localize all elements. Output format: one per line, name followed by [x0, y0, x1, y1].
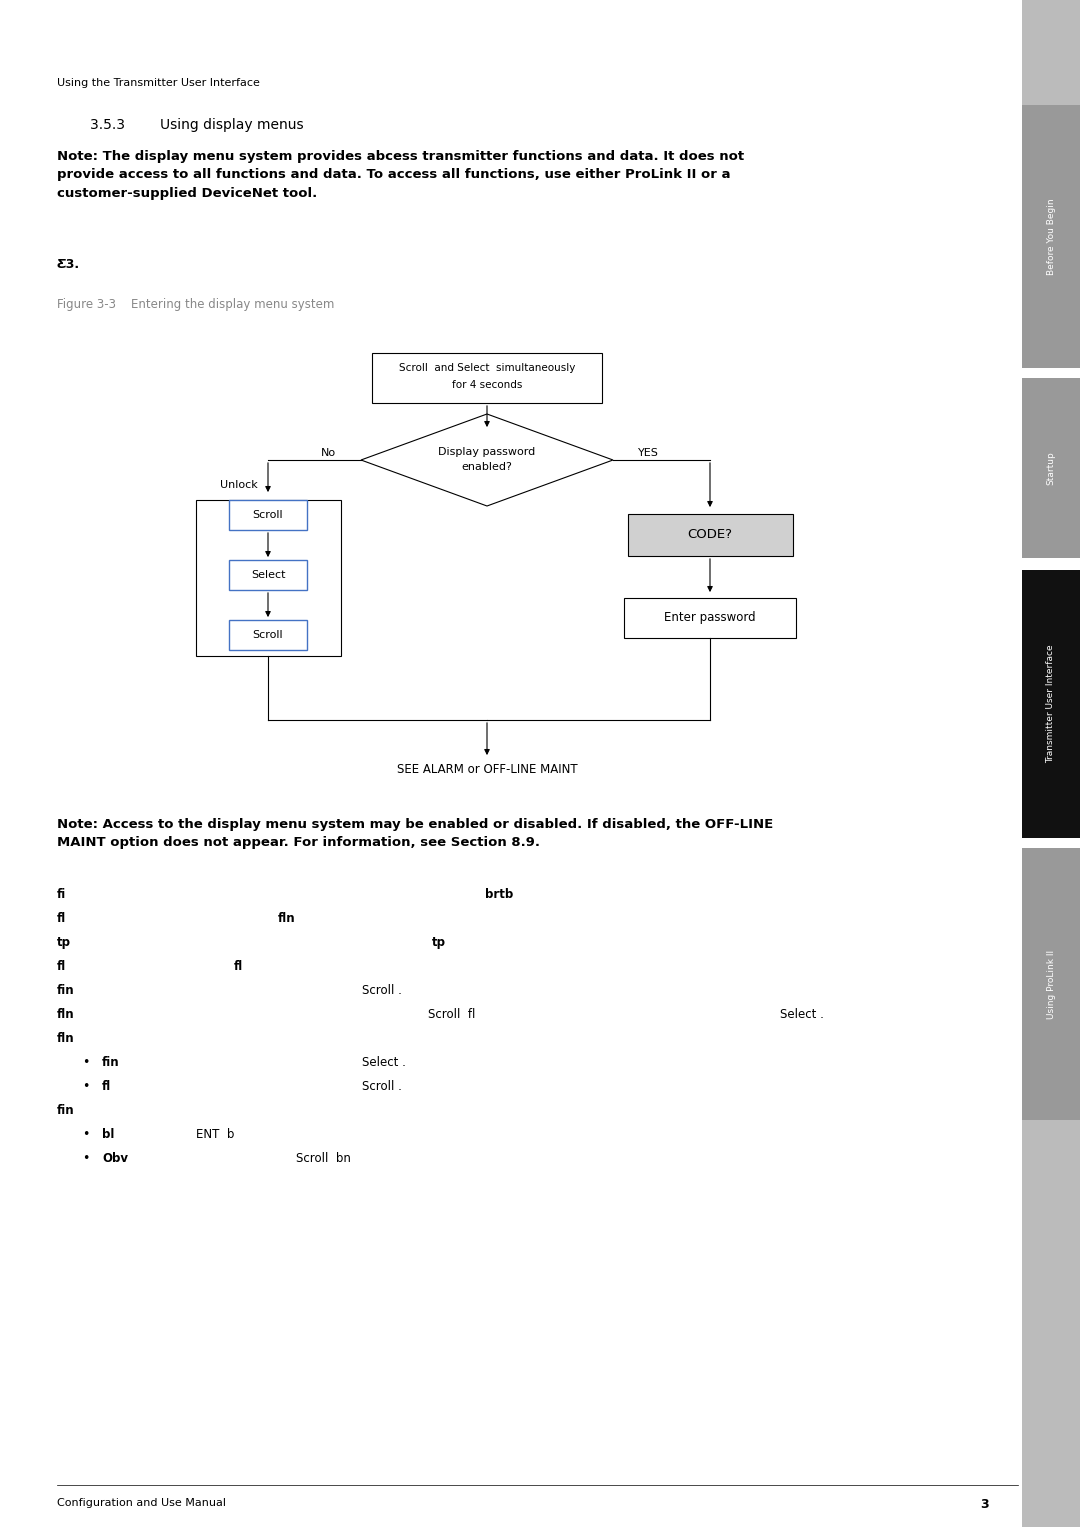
Text: fl: fl — [57, 912, 66, 925]
Text: Startup: Startup — [1047, 450, 1055, 486]
Text: Using ProLink II: Using ProLink II — [1047, 950, 1055, 1019]
Text: for 4 seconds: for 4 seconds — [451, 380, 523, 389]
Bar — [627, 515, 793, 556]
Text: Display password: Display password — [438, 447, 536, 457]
Text: fl: fl — [234, 960, 243, 973]
Text: Select: Select — [251, 570, 285, 580]
Polygon shape — [361, 414, 613, 505]
Bar — [1022, 570, 1080, 838]
Bar — [229, 499, 307, 530]
Text: fin: fin — [57, 983, 75, 997]
Text: 3.5.3        Using display menus: 3.5.3 Using display menus — [90, 118, 303, 131]
Text: fi: fi — [57, 889, 66, 901]
Bar — [1022, 0, 1080, 105]
Bar — [1022, 1119, 1080, 1200]
Bar — [195, 499, 340, 657]
Text: Configuration and Use Manual: Configuration and Use Manual — [57, 1498, 226, 1509]
Bar — [372, 353, 602, 403]
Text: fln: fln — [57, 1008, 75, 1022]
Text: Note: Access to the display menu system may be enabled or disabled. If disabled,: Note: Access to the display menu system … — [57, 818, 773, 849]
Text: enabled?: enabled? — [461, 463, 512, 472]
Bar — [1022, 105, 1080, 368]
Bar — [1022, 379, 1080, 557]
Text: fin: fin — [102, 1057, 120, 1069]
Text: tp: tp — [432, 936, 446, 948]
Text: •: • — [82, 1080, 90, 1093]
Text: Using the Transmitter User Interface: Using the Transmitter User Interface — [57, 78, 260, 89]
Text: Scroll: Scroll — [253, 631, 283, 640]
Text: fin: fin — [57, 1104, 75, 1116]
Text: Scroll .: Scroll . — [362, 1080, 402, 1093]
Text: fln: fln — [57, 1032, 75, 1044]
Text: •: • — [82, 1151, 90, 1165]
Text: SEE ALARM or OFF-LINE MAINT: SEE ALARM or OFF-LINE MAINT — [396, 764, 578, 777]
Text: bl: bl — [102, 1128, 114, 1141]
Bar — [229, 560, 307, 589]
Text: Figure 3-3    Entering the display menu system: Figure 3-3 Entering the display menu sys… — [57, 298, 335, 312]
Bar — [229, 620, 307, 651]
Text: •: • — [82, 1057, 90, 1069]
Text: YES: YES — [637, 447, 659, 458]
Text: Scroll: Scroll — [253, 510, 283, 521]
Text: Unlock: Unlock — [220, 479, 258, 490]
Text: Select .: Select . — [362, 1057, 406, 1069]
Text: No: No — [321, 447, 336, 458]
Text: 3: 3 — [980, 1498, 988, 1512]
Text: •: • — [82, 1128, 90, 1141]
Text: tp: tp — [57, 936, 71, 948]
Text: Scroll  fl: Scroll fl — [428, 1008, 475, 1022]
Text: Ƹ3.: Ƹ3. — [57, 258, 80, 270]
Bar — [1022, 1200, 1080, 1527]
Bar — [624, 599, 796, 638]
Text: Enter password: Enter password — [664, 611, 756, 625]
Text: Scroll  and Select  simultaneously: Scroll and Select simultaneously — [399, 363, 576, 373]
Text: Scroll .: Scroll . — [362, 983, 402, 997]
Text: Transmitter User Interface: Transmitter User Interface — [1047, 644, 1055, 764]
Text: Select .: Select . — [780, 1008, 824, 1022]
Text: Scroll  bn: Scroll bn — [296, 1151, 351, 1165]
Text: CODE?: CODE? — [688, 528, 732, 542]
Text: brtb: brtb — [485, 889, 513, 901]
Text: Note: The display menu system provides abcess transmitter functions and data. It: Note: The display menu system provides a… — [57, 150, 744, 200]
Text: ENT  b: ENT b — [195, 1128, 234, 1141]
Bar — [1022, 847, 1080, 1119]
Text: fl: fl — [57, 960, 66, 973]
Text: fln: fln — [278, 912, 296, 925]
Text: Obv: Obv — [102, 1151, 129, 1165]
Text: Before You Begin: Before You Begin — [1047, 199, 1055, 275]
Text: fl: fl — [102, 1080, 111, 1093]
